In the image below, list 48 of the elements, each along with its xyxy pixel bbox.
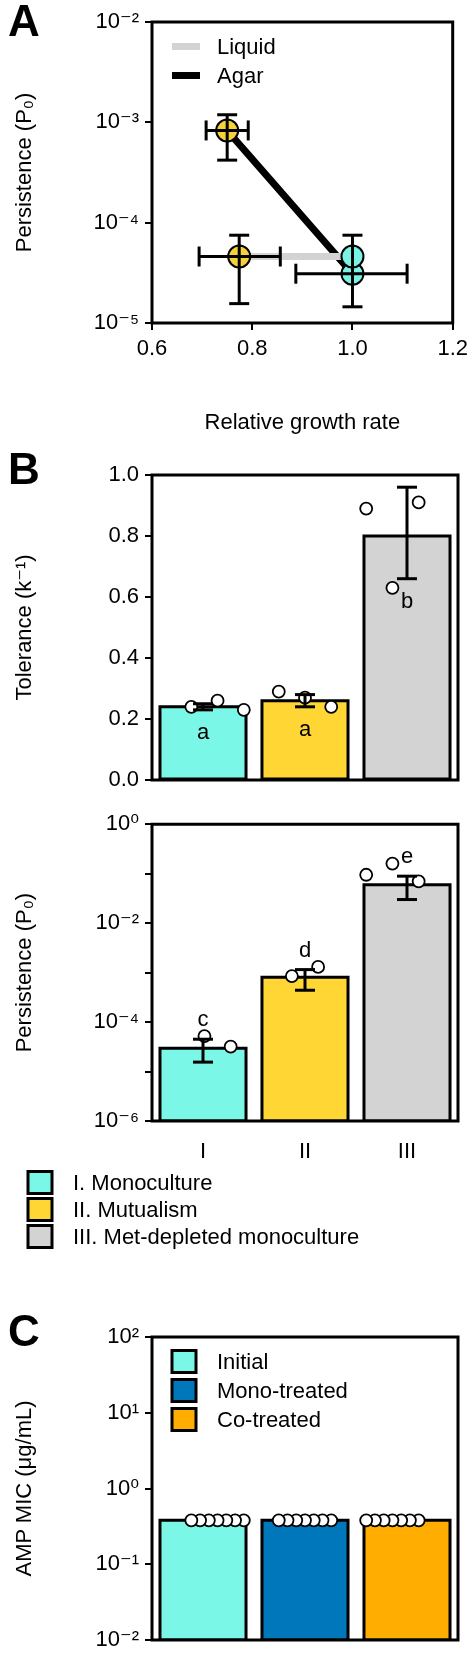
y-tick-label: 10⁻¹ — [95, 1550, 139, 1576]
x-axis-title: Relative growth rate — [204, 408, 401, 434]
annotation: a — [298, 715, 312, 741]
y-tick-label: 0.8 — [108, 522, 139, 548]
y-tick-label: 10² — [107, 1323, 139, 1349]
y-tick-label: 0.6 — [108, 583, 139, 609]
y-tick-label: 0.2 — [108, 705, 139, 731]
y-tick-label: 10⁰ — [105, 1474, 140, 1500]
y-tick-label: 10⁻³ — [95, 108, 139, 134]
y-tick-label: 10⁻² — [95, 1626, 139, 1652]
y-tick-label: 10⁻⁴ — [93, 208, 139, 234]
x-tick-label: II — [298, 1138, 312, 1164]
legend-label: I. Monoculture — [73, 1169, 213, 1195]
legend-label: III. Met-depleted monoculture — [73, 1223, 360, 1249]
y-tick-label: 0.4 — [108, 644, 139, 670]
y-axis-title: Persistence (P₀) — [11, 92, 37, 253]
x-tick-label: 1.0 — [337, 335, 368, 361]
chart-title: B — [8, 444, 40, 494]
legend-label: Co-treated — [217, 1406, 321, 1432]
legend-label: II. Mutualism — [73, 1196, 198, 1222]
x-tick-label: III — [397, 1138, 417, 1164]
y-tick-label: 10⁻⁶ — [93, 1107, 139, 1133]
legend-label: Liquid — [217, 33, 276, 59]
x-tick-label: 0.6 — [136, 335, 168, 361]
annotation: d — [298, 936, 312, 962]
annotation: a — [196, 718, 210, 744]
x-tick-label: 1.2 — [437, 335, 469, 361]
y-tick-label: 10⁻² — [95, 909, 139, 935]
y-axis-title: AMP MIC (μg/mL) — [11, 1400, 37, 1577]
y-tick-label: 10⁰ — [105, 810, 140, 836]
chart-title: A — [8, 0, 40, 46]
x-tick-label: 0.8 — [236, 335, 268, 361]
annotation: c — [197, 1006, 209, 1032]
x-tick-label: I — [199, 1138, 207, 1164]
y-tick-label: 10¹ — [107, 1398, 139, 1424]
legend-label: Agar — [217, 62, 264, 88]
y-axis-title: Tolerance (k⁻¹) — [11, 554, 37, 701]
legend-label: Mono-treated — [217, 1377, 348, 1403]
y-axis-title: Persistence (P₀) — [11, 892, 37, 1053]
y-tick-label: 0.0 — [108, 766, 139, 792]
legend-label: Initial — [217, 1348, 269, 1374]
y-tick-label: 10⁻⁴ — [93, 1008, 139, 1034]
annotation: b — [400, 587, 414, 613]
y-tick-label: 10⁻⁵ — [93, 309, 139, 335]
chart-title: C — [8, 1306, 40, 1356]
annotation: e — [400, 843, 414, 869]
y-tick-label: 10⁻² — [95, 8, 139, 34]
y-tick-label: 1.0 — [108, 461, 139, 487]
